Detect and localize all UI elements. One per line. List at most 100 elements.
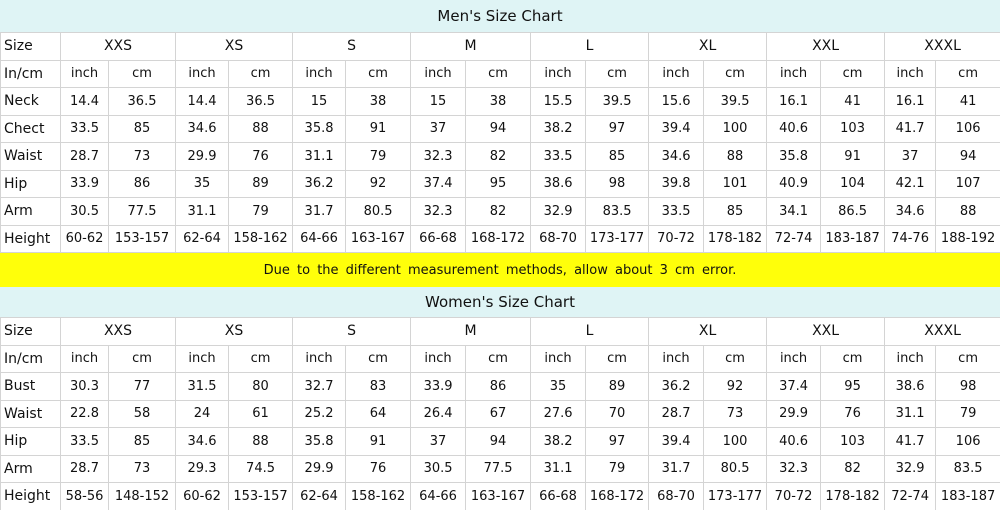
row-label: Hip: [0, 427, 61, 456]
unit-header: cm: [935, 59, 1000, 88]
size-header: L: [530, 32, 650, 61]
size-header: S: [292, 317, 412, 346]
measure-cell: 32.9: [884, 454, 937, 483]
measure-cell: 35: [175, 169, 230, 198]
measure-cell: 15: [410, 87, 467, 116]
measure-cell: 97: [585, 114, 650, 143]
measure-cell: 76: [345, 454, 412, 483]
measure-cell: 66-68: [530, 482, 587, 510]
measure-cell: 77: [107, 372, 177, 401]
measure-cell: 70-72: [766, 482, 822, 510]
measure-cell: 101: [703, 169, 768, 198]
table-row: Waist 22.8 58 24 61 25.2 64 26.4 67 27.6 70 28.7 73 2…: [0, 399, 1000, 428]
measure-cell: 39.5: [585, 87, 650, 116]
measure-cell: 85: [107, 427, 177, 456]
measure-cell: 64: [345, 399, 412, 428]
size-header: XS: [175, 32, 294, 61]
womens-table: Size XXS XS S M L XL XXL XXXL In/cm inch cm inch cm in…: [0, 317, 1000, 510]
measure-cell: 34.6: [884, 197, 937, 226]
unit-header: inch: [292, 59, 347, 88]
measure-cell: 73: [107, 454, 177, 483]
measure-cell: 38.2: [530, 114, 587, 143]
unit-header: cm: [820, 344, 886, 373]
table-row: Hip 33.5 85 34.6 88 35.8 91 37 94 38.2 97 39.4 100 40…: [0, 427, 1000, 456]
measure-cell: 106: [935, 114, 1000, 143]
measure-cell: 29.9: [175, 142, 230, 171]
size-header: XL: [648, 32, 768, 61]
unit-header: cm: [465, 344, 532, 373]
measure-cell: 188-192: [935, 224, 1000, 253]
measure-cell: 33.5: [648, 197, 705, 226]
unit-header: cm: [345, 59, 412, 88]
unit-header: inch: [410, 344, 467, 373]
measure-cell: 100: [703, 427, 768, 456]
measure-cell: 32.7: [292, 372, 347, 401]
measure-cell: 38: [465, 87, 532, 116]
measure-cell: 76: [228, 142, 294, 171]
unit-header: inch: [884, 59, 937, 88]
table-row: In/cm inch cm inch cm inch cm inch cm inch cm inch c…: [0, 344, 1000, 373]
measure-cell: 85: [703, 197, 768, 226]
unit-header: cm: [703, 59, 768, 88]
measure-cell: 95: [820, 372, 886, 401]
measure-cell: 33.5: [60, 427, 109, 456]
measure-cell: 34.6: [648, 142, 705, 171]
measure-cell: 77.5: [465, 454, 532, 483]
size-header: XXXL: [884, 32, 1000, 61]
measure-cell: 16.1: [884, 87, 937, 116]
mens-table: Size XXS XS S M L XL XXL XXXL In/cm inch cm inch cm in…: [0, 32, 1000, 253]
measure-cell: 26.4: [410, 399, 467, 428]
measure-cell: 70: [585, 399, 650, 428]
row-label: Waist: [0, 399, 61, 428]
measure-cell: 79: [585, 454, 650, 483]
measure-cell: 32.3: [410, 197, 467, 226]
measure-cell: 29.3: [175, 454, 230, 483]
measure-cell: 103: [820, 114, 886, 143]
table-row: Bust 30.3 77 31.5 80 32.7 83 33.9 86 35 89 36.2 92 37…: [0, 372, 1000, 401]
measure-cell: 37: [410, 114, 467, 143]
measure-cell: 79: [935, 399, 1000, 428]
measure-cell: 15.6: [648, 87, 705, 116]
measure-cell: 91: [345, 114, 412, 143]
row-label: Bust: [0, 372, 61, 401]
measure-cell: 77.5: [107, 197, 177, 226]
unit-header: cm: [703, 344, 768, 373]
size-label: Size: [0, 32, 61, 61]
measure-cell: 83: [345, 372, 412, 401]
measure-cell: 33.5: [530, 142, 587, 171]
measure-cell: 168-172: [465, 224, 532, 253]
measure-cell: 94: [465, 114, 532, 143]
measure-cell: 16.1: [766, 87, 822, 116]
size-header: M: [410, 317, 532, 346]
measure-cell: 38.6: [530, 169, 587, 198]
measure-cell: 80: [228, 372, 294, 401]
measure-cell: 168-172: [585, 482, 650, 510]
measure-cell: 37.4: [766, 372, 822, 401]
measure-cell: 42.1: [884, 169, 937, 198]
measure-cell: 33.9: [60, 169, 109, 198]
measure-cell: 153-157: [107, 224, 177, 253]
unit-header: inch: [530, 344, 587, 373]
table-row: Neck 14.4 36.5 14.4 36.5 15 38 15 38 15.5 39.5 15.6…: [0, 87, 1000, 116]
measure-cell: 98: [935, 372, 1000, 401]
row-label: Neck: [0, 87, 61, 116]
mens-title: Men's Size Chart: [0, 0, 1000, 32]
row-label: Chect: [0, 114, 61, 143]
measure-cell: 67: [465, 399, 532, 428]
table-row: Hip 33.9 86 35 89 36.2 92 37.4 95 38.6 98 39.8 101 40…: [0, 169, 1000, 198]
measure-cell: 33.9: [410, 372, 467, 401]
measure-cell: 86: [465, 372, 532, 401]
measure-cell: 31.1: [292, 142, 347, 171]
unit-header: inch: [766, 59, 822, 88]
measure-cell: 76: [820, 399, 886, 428]
measure-cell: 14.4: [60, 87, 109, 116]
measure-cell: 94: [935, 142, 1000, 171]
measure-cell: 31.5: [175, 372, 230, 401]
measure-cell: 86: [107, 169, 177, 198]
measure-cell: 88: [703, 142, 768, 171]
measure-cell: 72-74: [884, 482, 937, 510]
measure-cell: 80.5: [345, 197, 412, 226]
measure-cell: 38.6: [884, 372, 937, 401]
unit-header: cm: [820, 59, 886, 88]
